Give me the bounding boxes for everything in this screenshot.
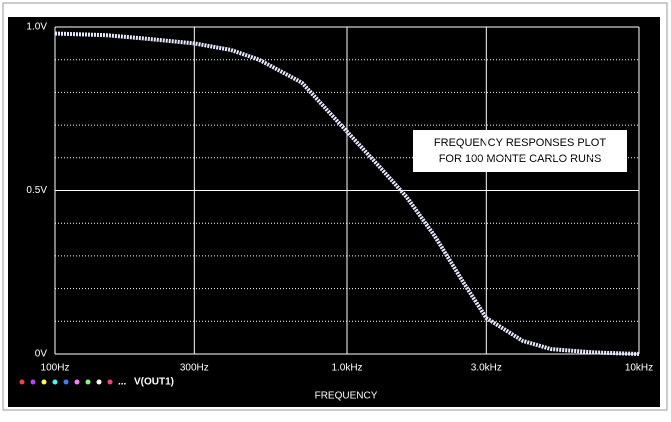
x-axis-label: FREQUENCY <box>315 391 378 402</box>
x-tick-label: 3.0kHz <box>471 363 502 374</box>
marker-icon <box>41 379 47 385</box>
x-tick-label: 100Hz <box>41 363 70 374</box>
marker-icon <box>85 379 91 385</box>
plot-background <box>8 17 660 407</box>
x-tick-label: 10kHz <box>625 363 653 374</box>
legend-markers <box>19 379 113 385</box>
y-tick-label: 1.0V <box>26 22 47 33</box>
x-tick-label: 300Hz <box>180 363 209 374</box>
marker-icon <box>63 379 69 385</box>
legend-prefix: ... <box>118 377 127 388</box>
marker-icon <box>30 379 36 385</box>
y-tick-label: 0V <box>35 349 48 360</box>
marker-icon <box>52 379 58 385</box>
annotation: FOR 100 MONTE CARLO RUNS <box>439 153 602 165</box>
marker-icon <box>107 379 113 385</box>
series-line <box>54 31 640 356</box>
annotation: FREQUENCY RESPONSES PLOT <box>434 137 606 149</box>
marker-icon <box>96 379 102 385</box>
marker-icon <box>74 379 80 385</box>
legend-label: V(OUT1) <box>134 377 174 388</box>
y-tick-label: 0.5V <box>26 185 47 196</box>
x-tick-label: 1.0kHz <box>331 363 362 374</box>
annotation-box <box>413 130 627 172</box>
marker-icon <box>19 379 25 385</box>
